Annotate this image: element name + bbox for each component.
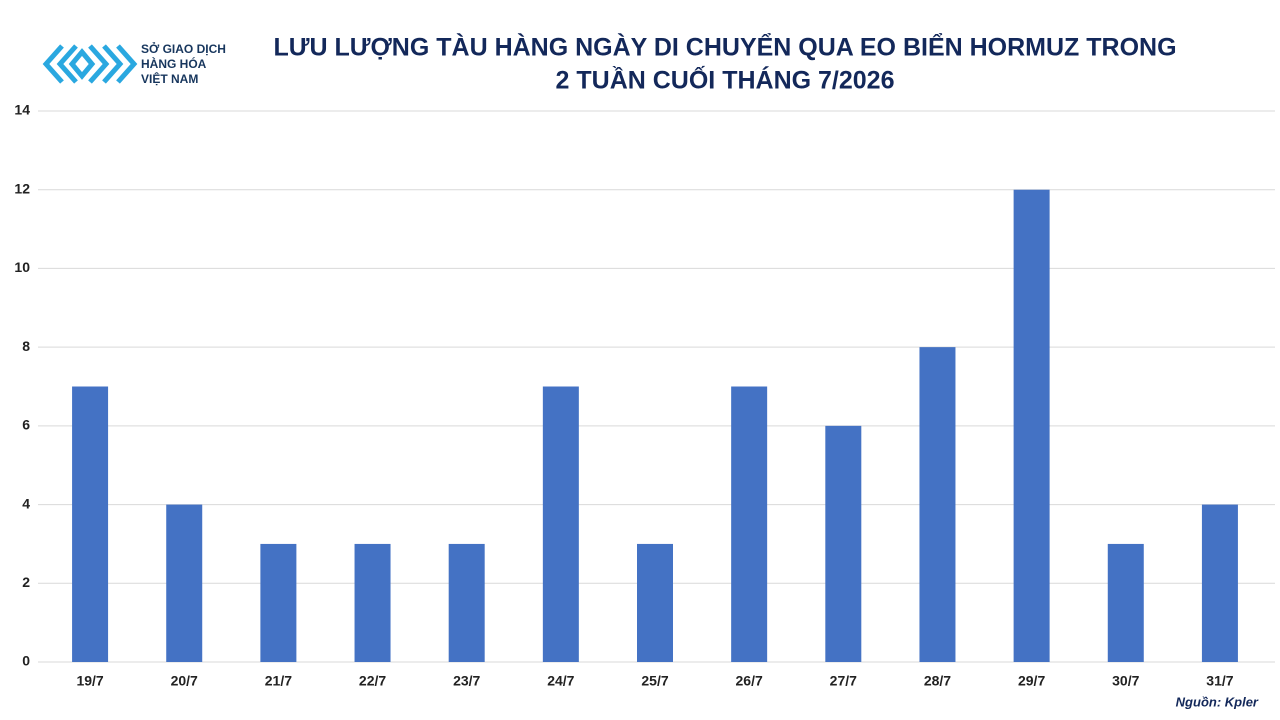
- x-tick-label: 22/7: [359, 673, 386, 689]
- y-tick-label: 6: [22, 417, 30, 433]
- bar: [637, 543, 673, 662]
- logo-chevron: [88, 44, 110, 84]
- bar: [166, 504, 203, 662]
- chart-title: 2 TUẦN CUỐI THÁNG 7/2026: [556, 65, 895, 95]
- y-tick-label: 0: [22, 653, 30, 669]
- logo-text: SỞ GIAO DỊCH: [141, 41, 226, 56]
- x-tick-label: 30/7: [1112, 673, 1139, 689]
- bar: [731, 386, 768, 662]
- bar: [1201, 504, 1238, 662]
- y-tick-label: 8: [22, 338, 30, 354]
- bar: [72, 386, 109, 662]
- bar: [448, 543, 485, 662]
- bar: [1013, 189, 1050, 662]
- x-tick-label: 19/7: [76, 673, 103, 689]
- x-tick-label: 24/7: [547, 673, 574, 689]
- bar: [1107, 543, 1144, 662]
- y-tick-label: 2: [22, 574, 30, 590]
- x-tick-label: 27/7: [830, 673, 857, 689]
- x-tick-label: 29/7: [1018, 673, 1045, 689]
- chart-title: LƯU LƯỢNG TÀU HÀNG NGÀY DI CHUYỂN QUA EO…: [273, 33, 1176, 62]
- bar: [260, 543, 297, 662]
- bar: [919, 347, 956, 662]
- logo: [42, 44, 138, 84]
- logo-chevron: [56, 44, 78, 84]
- bar: [825, 425, 862, 662]
- bar: [542, 386, 579, 662]
- x-tick-label: 31/7: [1206, 673, 1233, 689]
- y-tick-label: 12: [14, 180, 30, 196]
- source-note: Nguồn: Kpler: [1176, 694, 1259, 709]
- x-tick-label: 21/7: [265, 673, 292, 689]
- logo-chevron: [102, 44, 124, 84]
- y-tick-label: 14: [14, 102, 30, 118]
- logo-text: VIỆT NAM: [141, 71, 198, 86]
- logo-diamond: [68, 48, 96, 80]
- y-tick-label: 4: [22, 495, 30, 511]
- logo-chevron: [42, 44, 64, 84]
- x-tick-label: 20/7: [171, 673, 198, 689]
- x-tick-label: 23/7: [453, 673, 480, 689]
- x-tick-label: 25/7: [641, 673, 668, 689]
- x-tick-label: 28/7: [924, 673, 951, 689]
- y-tick-label: 10: [14, 259, 30, 275]
- x-tick-label: 26/7: [736, 673, 763, 689]
- logo-chevron: [116, 44, 138, 84]
- bar: [354, 543, 391, 662]
- logo-text: HÀNG HÓA: [141, 56, 207, 71]
